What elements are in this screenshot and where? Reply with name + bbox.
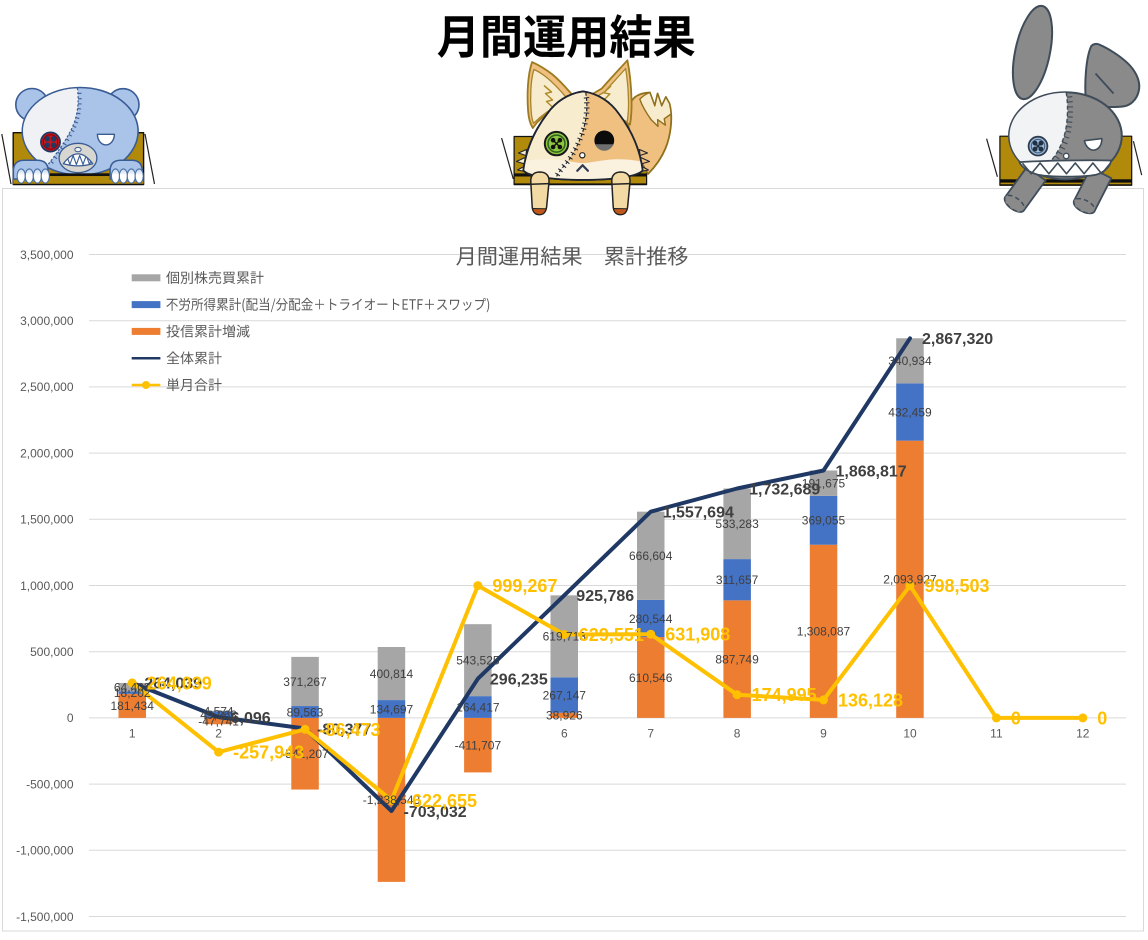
svg-text:0: 0 [1011, 708, 1021, 728]
svg-text:311,657: 311,657 [716, 573, 759, 587]
svg-text:8: 8 [734, 727, 741, 741]
svg-text:2,000,000: 2,000,000 [20, 446, 74, 460]
svg-text:0: 0 [1097, 708, 1107, 728]
svg-text:267,147: 267,147 [543, 688, 587, 702]
svg-text:174,995: 174,995 [752, 685, 817, 705]
svg-text:296,235: 296,235 [490, 672, 548, 689]
svg-text:164,417: 164,417 [456, 700, 500, 714]
svg-text:-622,655: -622,655 [406, 791, 477, 811]
svg-text:3,000,000: 3,000,000 [20, 314, 74, 328]
svg-text:-86,473: -86,473 [320, 720, 381, 740]
svg-text:-411,707: -411,707 [455, 739, 502, 753]
svg-text:500,000: 500,000 [30, 645, 74, 659]
svg-text:1,500,000: 1,500,000 [20, 513, 74, 527]
svg-text:7: 7 [647, 727, 654, 741]
svg-text:999,267: 999,267 [492, 576, 557, 596]
svg-text:2,867,320: 2,867,320 [922, 331, 993, 348]
svg-text:2,500,000: 2,500,000 [20, 380, 74, 394]
svg-text:280,544: 280,544 [629, 612, 673, 626]
svg-text:-257,943: -257,943 [233, 743, 304, 763]
svg-text:181,434: 181,434 [111, 699, 155, 713]
svg-text:1,732,689: 1,732,689 [749, 481, 820, 498]
svg-text:12: 12 [1076, 727, 1090, 741]
svg-text:610,546: 610,546 [629, 671, 673, 685]
svg-text:38,926: 38,926 [546, 709, 583, 723]
svg-text:371,267: 371,267 [283, 675, 327, 689]
svg-text:1,557,694: 1,557,694 [663, 505, 734, 522]
svg-text:0: 0 [67, 711, 74, 725]
svg-text:4,574: 4,574 [204, 704, 234, 718]
svg-text:-500,000: -500,000 [26, 777, 74, 791]
svg-text:1,308,087: 1,308,087 [797, 625, 851, 639]
svg-text:629,551: 629,551 [579, 625, 644, 645]
svg-text:89,563: 89,563 [287, 705, 324, 719]
svg-text:369,055: 369,055 [802, 514, 846, 528]
svg-text:1,000,000: 1,000,000 [20, 579, 74, 593]
svg-text:400,814: 400,814 [370, 667, 414, 681]
svg-text:887,749: 887,749 [715, 652, 759, 666]
svg-text:1,868,817: 1,868,817 [836, 463, 907, 480]
svg-text:543,525: 543,525 [456, 653, 500, 667]
svg-text:6: 6 [561, 727, 568, 741]
svg-text:340,934: 340,934 [888, 354, 932, 368]
svg-text:9: 9 [820, 727, 827, 741]
svg-text:2: 2 [215, 727, 222, 741]
svg-text:666,604: 666,604 [629, 549, 673, 563]
svg-text:134,697: 134,697 [370, 702, 414, 716]
svg-text:631,908: 631,908 [665, 625, 730, 645]
svg-text:6,096: 6,096 [231, 710, 271, 727]
svg-text:-1,000,000: -1,000,000 [16, 844, 74, 858]
svg-text:998,503: 998,503 [925, 576, 990, 596]
svg-text:3,500,000: 3,500,000 [20, 248, 74, 262]
svg-text:432,459: 432,459 [888, 405, 932, 419]
svg-text:264,039: 264,039 [147, 673, 212, 693]
svg-text:10: 10 [903, 727, 917, 741]
svg-text:1: 1 [129, 727, 136, 741]
svg-text:11: 11 [990, 727, 1003, 741]
svg-text:-1,500,000: -1,500,000 [16, 910, 74, 924]
svg-text:136,128: 136,128 [838, 690, 903, 710]
svg-text:925,786: 925,786 [576, 588, 634, 605]
